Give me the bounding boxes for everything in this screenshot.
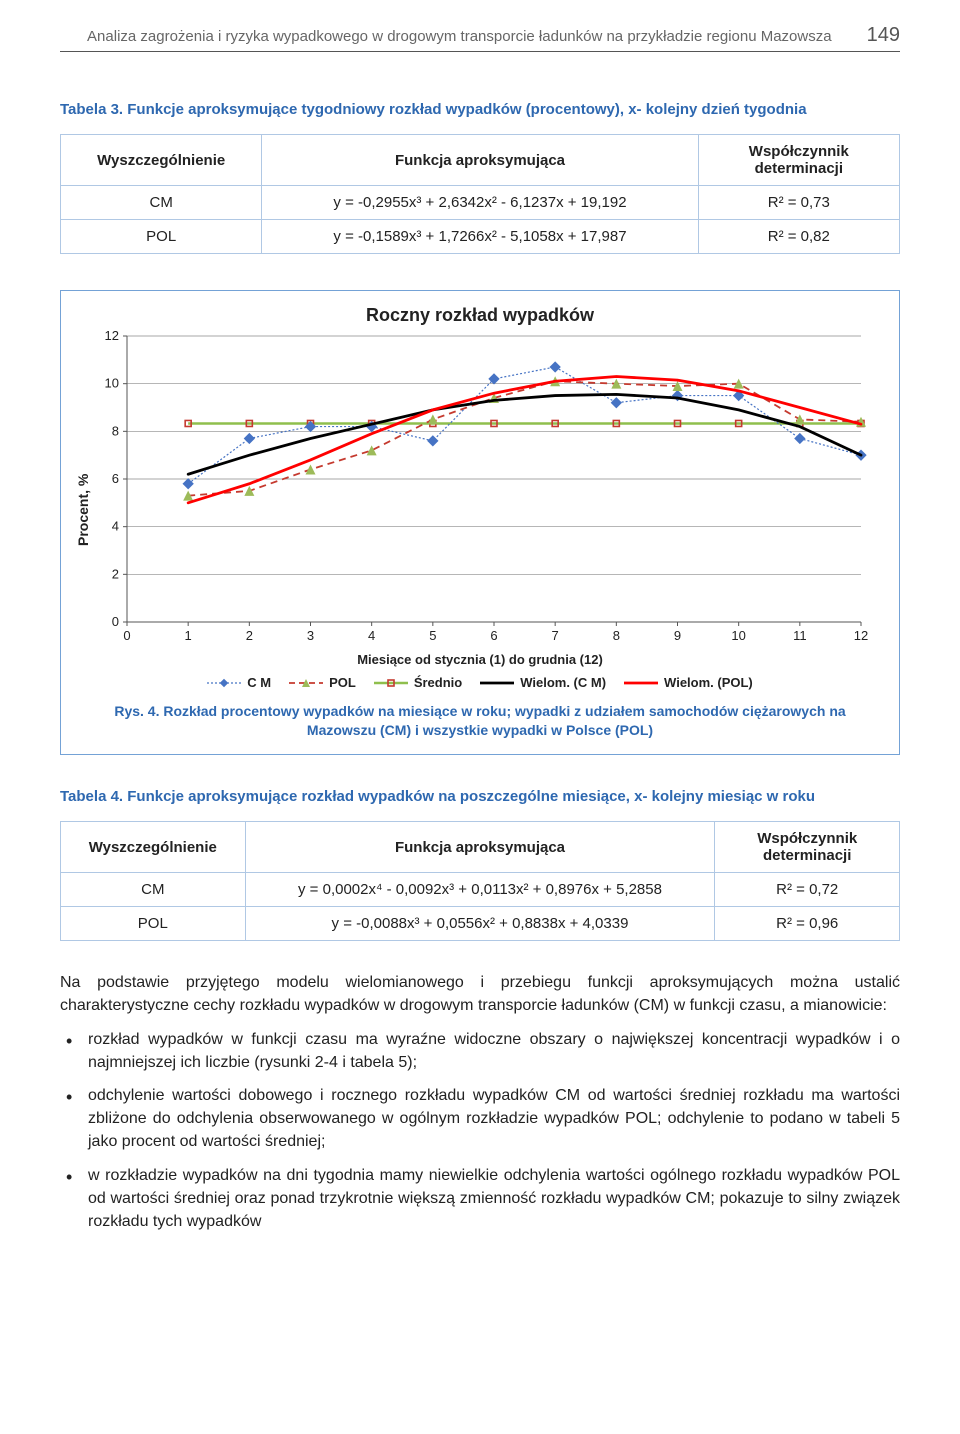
chart-title: Roczny rozkład wypadków xyxy=(73,305,887,326)
table3-caption: Tabela 3. Funkcje aproksymujące tygodnio… xyxy=(60,100,900,120)
svg-text:8: 8 xyxy=(112,424,119,439)
svg-text:8: 8 xyxy=(613,628,620,643)
table3-r1c3: R² = 0,73 xyxy=(698,186,899,220)
table4-caption: Tabela 4. Funkcje aproksymujące rozkład … xyxy=(60,787,900,807)
table4-r2c1: POL xyxy=(61,907,246,941)
svg-text:4: 4 xyxy=(368,628,375,643)
table4-col1: Wyszczególnienie xyxy=(61,822,246,873)
figure-4-box: Roczny rozkład wypadków Procent, % 0 2 4 6 8… xyxy=(60,290,900,755)
table3-r1c2: y = -0,2955x³ + 2,6342x² - 6,1237x + 19,… xyxy=(262,186,698,220)
svg-text:2: 2 xyxy=(246,628,253,643)
chart-svg: 0246810120123456789101112 xyxy=(91,330,871,650)
table3-r2c2: y = -0,1589x³ + 1,7266x² - 5,1058x + 17,… xyxy=(262,220,698,254)
table4: Wyszczególnienie Funkcja aproksymująca W… xyxy=(60,821,900,941)
table4-r1c3: R² = 0,72 xyxy=(715,873,900,907)
svg-text:10: 10 xyxy=(731,628,745,643)
svg-text:5: 5 xyxy=(429,628,436,643)
table4-col3: Współczynnik determinacji xyxy=(715,822,900,873)
table4-r2c2: y = -0,0088x³ + 0,0556x² + 0,8838x + 4,0… xyxy=(245,907,715,941)
table4-r1c2: y = 0,0002x⁴ - 0,0092x³ + 0,0113x² + 0,8… xyxy=(245,873,715,907)
svg-text:11: 11 xyxy=(793,628,807,643)
table4-col2: Funkcja aproksymująca xyxy=(245,822,715,873)
bullet-3: w rozkładzie wypadków na dni tygodnia ma… xyxy=(60,1164,900,1234)
legend-polycm: Wielom. (C M) xyxy=(480,675,606,690)
bullet-2: odchylenie wartości dobowego i rocznego … xyxy=(60,1084,900,1154)
svg-text:1: 1 xyxy=(185,628,192,643)
chart-xlabel: Miesiące od stycznia (1) do grudnia (12) xyxy=(73,652,887,667)
svg-text:4: 4 xyxy=(112,519,119,534)
table3-col3: Współczynnik determinacji xyxy=(698,135,899,186)
paragraph-intro: Na podstawie przyjętego modelu wielomian… xyxy=(60,971,900,1017)
table4-r2c3: R² = 0,96 xyxy=(715,907,900,941)
svg-text:6: 6 xyxy=(112,471,119,486)
table4-r1c1: CM xyxy=(61,873,246,907)
table3: Wyszczególnienie Funkcja aproksymująca W… xyxy=(60,134,900,254)
figure-4-caption: Rys. 4. Rozkład procentowy wypadków na m… xyxy=(73,702,887,740)
legend-polypol: Wielom. (POL) xyxy=(624,675,753,690)
running-title: Analiza zagrożenia i ryzyka wypadkowego … xyxy=(60,27,859,47)
page-number: 149 xyxy=(859,24,900,47)
table3-col1: Wyszczególnienie xyxy=(61,135,262,186)
table3-col2: Funkcja aproksymująca xyxy=(262,135,698,186)
legend-pol: POL xyxy=(289,675,356,690)
svg-text:9: 9 xyxy=(674,628,681,643)
svg-text:6: 6 xyxy=(490,628,497,643)
table3-r2c3: R² = 0,82 xyxy=(698,220,899,254)
svg-text:7: 7 xyxy=(552,628,559,643)
legend-cm: C M xyxy=(207,675,271,690)
svg-text:0: 0 xyxy=(112,614,119,629)
svg-text:2: 2 xyxy=(112,567,119,582)
svg-text:10: 10 xyxy=(105,376,119,391)
chart-legend: C M POL Średnio Wielom. (C M) Wielom. (P… xyxy=(73,675,887,690)
bullet-list: rozkład wypadków w funkcji czasu ma wyra… xyxy=(60,1028,900,1234)
chart-ylabel: Procent, % xyxy=(73,330,91,650)
table3-r2c1: POL xyxy=(61,220,262,254)
svg-text:3: 3 xyxy=(307,628,314,643)
svg-text:12: 12 xyxy=(854,628,868,643)
svg-text:12: 12 xyxy=(105,330,119,343)
table3-r1c1: CM xyxy=(61,186,262,220)
svg-text:0: 0 xyxy=(123,628,130,643)
running-head: Analiza zagrożenia i ryzyka wypadkowego … xyxy=(60,24,900,52)
legend-mean: Średnio xyxy=(374,675,462,690)
bullet-1: rozkład wypadków w funkcji czasu ma wyra… xyxy=(60,1028,900,1074)
